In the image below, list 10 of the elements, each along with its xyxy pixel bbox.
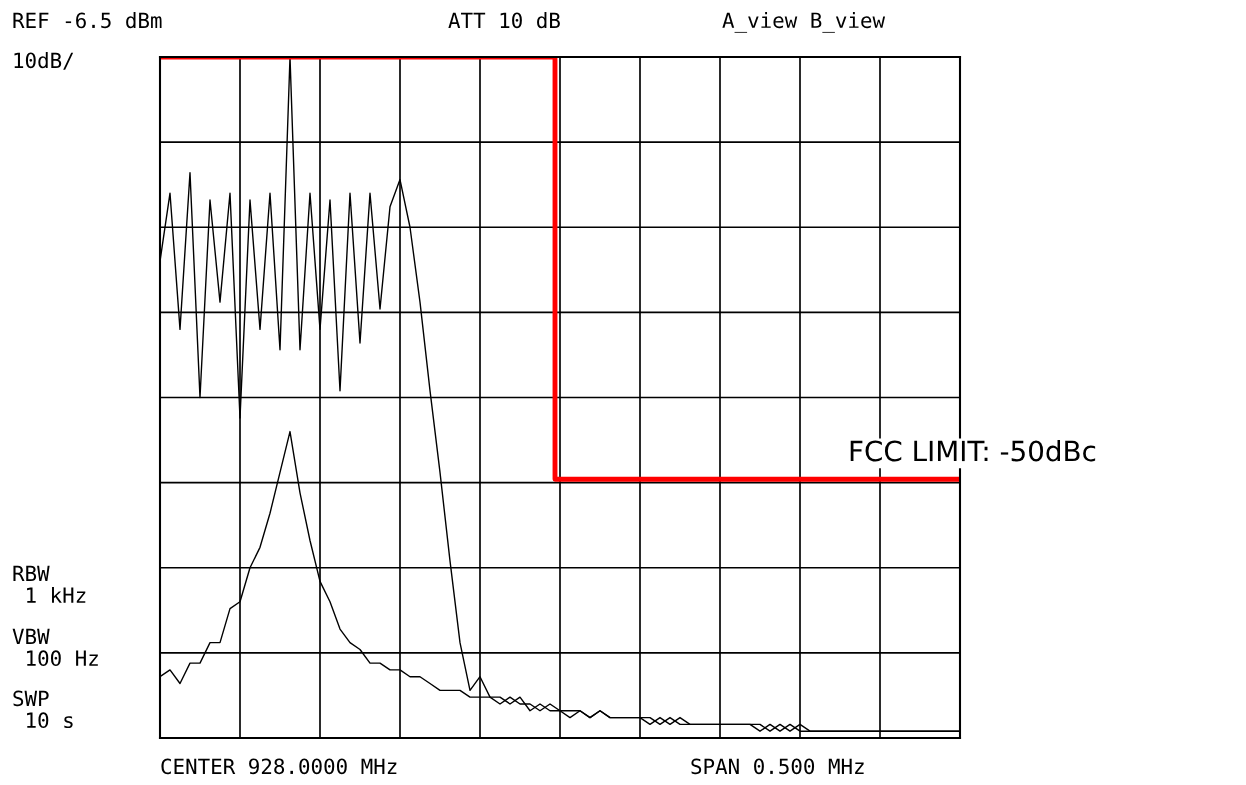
text: 10dB/ — [14, 52, 74, 70]
text: RBW 1 kHz — [13, 565, 86, 603]
text: REF -6.5 dBm — [13, 12, 162, 29]
text: SPAN 0.500 MHz — [691, 758, 864, 775]
text: A_view B_view — [722, 12, 886, 33]
text: ATT 10 dB — [448, 12, 560, 29]
text: SWP 10 s — [13, 690, 73, 729]
text: CENTER 928.0000 MHz — [161, 758, 397, 775]
text: VBW 100 Hz — [12, 628, 98, 667]
annotation: FCC LIMIT: -50dBc — [850, 440, 1096, 462]
